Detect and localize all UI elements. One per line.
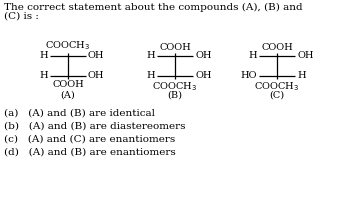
Text: H: H <box>297 71 306 81</box>
Text: (d)   (A) and (B) are enantiomers: (d) (A) and (B) are enantiomers <box>4 148 176 157</box>
Text: COOCH$_3$: COOCH$_3$ <box>152 80 198 93</box>
Text: HO: HO <box>240 71 257 81</box>
Text: COOH: COOH <box>159 43 191 52</box>
Text: H: H <box>39 51 48 60</box>
Text: (a)   (A) and (B) are identical: (a) (A) and (B) are identical <box>4 109 155 118</box>
Text: The correct statement about the compounds (A), (B) and: The correct statement about the compound… <box>4 3 303 12</box>
Text: COOCH$_3$: COOCH$_3$ <box>254 80 300 93</box>
Text: (A): (A) <box>61 91 75 100</box>
Text: OH: OH <box>195 51 212 60</box>
Text: H: H <box>146 71 155 81</box>
Text: H: H <box>39 71 48 81</box>
Text: COOH: COOH <box>52 80 84 89</box>
Text: (b)   (A) and (B) are diastereomers: (b) (A) and (B) are diastereomers <box>4 122 185 131</box>
Text: (B): (B) <box>167 91 182 100</box>
Text: OH: OH <box>88 51 104 60</box>
Text: COOCH$_3$: COOCH$_3$ <box>45 39 91 52</box>
Text: (c)   (A) and (C) are enantiomers: (c) (A) and (C) are enantiomers <box>4 135 175 144</box>
Text: H: H <box>248 51 257 60</box>
Text: H: H <box>146 51 155 60</box>
Text: OH: OH <box>195 71 212 81</box>
Text: (C): (C) <box>270 91 284 100</box>
Text: OH: OH <box>297 51 314 60</box>
Text: (C) is :: (C) is : <box>4 12 39 21</box>
Text: COOH: COOH <box>261 43 293 52</box>
Text: OH: OH <box>88 71 104 81</box>
